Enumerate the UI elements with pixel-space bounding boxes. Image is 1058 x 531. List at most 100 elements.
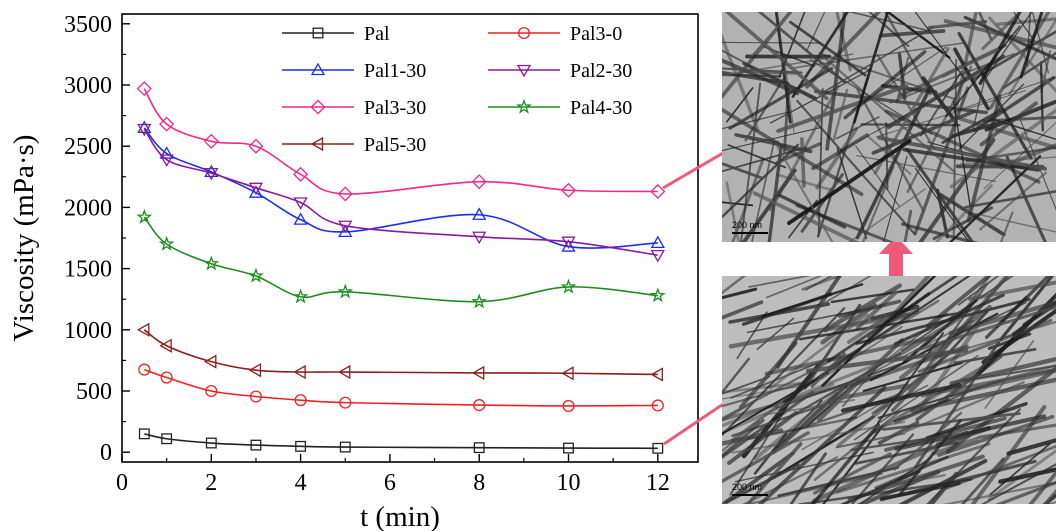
axes: 0 500 1000 1500 2000 2500 3000 3500 0 2 4 6 8 10 12 t (…: [8, 12, 699, 531]
nanorod: [937, 414, 1055, 457]
nanorod: [748, 276, 812, 288]
nanorod: [776, 84, 909, 133]
data-point: [159, 146, 174, 159]
data-point: [248, 182, 264, 196]
y-tick-label: 1000: [64, 318, 112, 344]
nanorod: [836, 147, 868, 240]
nanorod: [852, 12, 890, 124]
nanorod: [927, 19, 988, 30]
series-line: [144, 368, 658, 407]
data-point: [563, 442, 574, 454]
data-point: [650, 183, 666, 200]
data-point: [338, 220, 353, 234]
y-tick-label: 0: [100, 440, 112, 466]
nanorod: [925, 401, 1028, 440]
nanorod: [800, 137, 806, 188]
nanorod: [936, 188, 949, 239]
data-point: [651, 399, 664, 412]
data-point: [249, 390, 263, 403]
legend: Pal Pal3-0 Pal1-30 Pal2-30 Pal3-30 Pal4-30 Pal…: [282, 23, 632, 156]
data-point: [652, 442, 664, 454]
nanorod: [985, 12, 1033, 79]
nanorod: [843, 50, 927, 120]
data-point: [649, 287, 666, 303]
data-point: [205, 437, 217, 449]
nanorod: [1019, 12, 1044, 79]
nanorod: [883, 155, 908, 242]
nanorod: [728, 312, 911, 349]
nanorod: [728, 66, 834, 130]
nanorod: [722, 12, 793, 100]
data-point: [138, 363, 151, 376]
nanorod: [858, 456, 933, 504]
nanorod: [840, 383, 962, 413]
x-tick-label: 8: [473, 470, 485, 496]
nanorod: [722, 162, 763, 180]
nanorod: [731, 402, 830, 437]
nanorod: [853, 355, 979, 441]
nanorod: [948, 300, 1056, 336]
data-point: [136, 81, 152, 97]
nanorod: [931, 436, 979, 456]
nanorod: [752, 191, 860, 242]
x-tick-label: 10: [557, 470, 581, 496]
x-tick-label: 2: [205, 470, 217, 496]
data-point: [471, 293, 488, 309]
arrow-shaft: [662, 147, 731, 190]
nanorod: [876, 332, 945, 424]
nanorod: [970, 404, 1047, 504]
scale-bar: [732, 232, 768, 234]
nanorod: [898, 458, 988, 504]
nanorod: [751, 141, 775, 242]
nanorod: [995, 480, 1056, 504]
data-point: [312, 27, 324, 39]
nanorod: [948, 155, 1042, 242]
scale-bar: [732, 494, 768, 496]
nanorod-micrograph-top: [722, 12, 1056, 242]
tem-image-bottom: 200 nm: [722, 276, 1056, 504]
x-tick-label: 0: [116, 470, 128, 496]
nanorod: [722, 276, 747, 295]
data-point: [161, 433, 173, 445]
nanorod: [818, 26, 935, 96]
nanorod: [787, 138, 912, 226]
nanorod: [958, 116, 1056, 150]
data-point: [137, 123, 152, 137]
nanorod: [873, 47, 950, 175]
data-point: [338, 224, 353, 238]
nanorod-micrograph-bottom: [722, 276, 1056, 504]
nanorod: [891, 357, 944, 412]
arrow-shaft: [663, 396, 734, 446]
nanorod: [722, 146, 808, 173]
nanorod: [744, 472, 883, 504]
nanorod: [722, 32, 760, 132]
nanorod: [998, 467, 1056, 484]
nanorod: [1042, 488, 1056, 504]
data-point: [650, 367, 663, 382]
nanorod: [862, 361, 963, 393]
nanorod: [1028, 470, 1056, 504]
nanorod: [1006, 438, 1056, 456]
nanorod: [914, 167, 970, 242]
nanorod: [951, 368, 1056, 396]
nanorod: [960, 156, 1056, 165]
nanorod: [804, 276, 833, 291]
nanorod: [874, 455, 949, 490]
data-point: [204, 164, 219, 178]
scale-label: 200 nm: [732, 482, 763, 492]
data-point: [137, 120, 152, 133]
nanorod: [722, 287, 758, 300]
data-point: [337, 186, 353, 202]
legend-item: Pal2-30: [488, 60, 632, 82]
nanorod: [981, 463, 1056, 504]
nanorod: [722, 381, 806, 408]
data-point: [159, 154, 174, 167]
nanorod: [810, 423, 880, 504]
series-pal1-30: [137, 120, 665, 252]
nanorod: [767, 144, 783, 242]
nanorod: [892, 398, 950, 423]
nanorod: [823, 283, 902, 333]
legend-label: Pal4-30: [570, 97, 632, 119]
data-point: [292, 288, 309, 304]
data-point: [560, 278, 577, 294]
